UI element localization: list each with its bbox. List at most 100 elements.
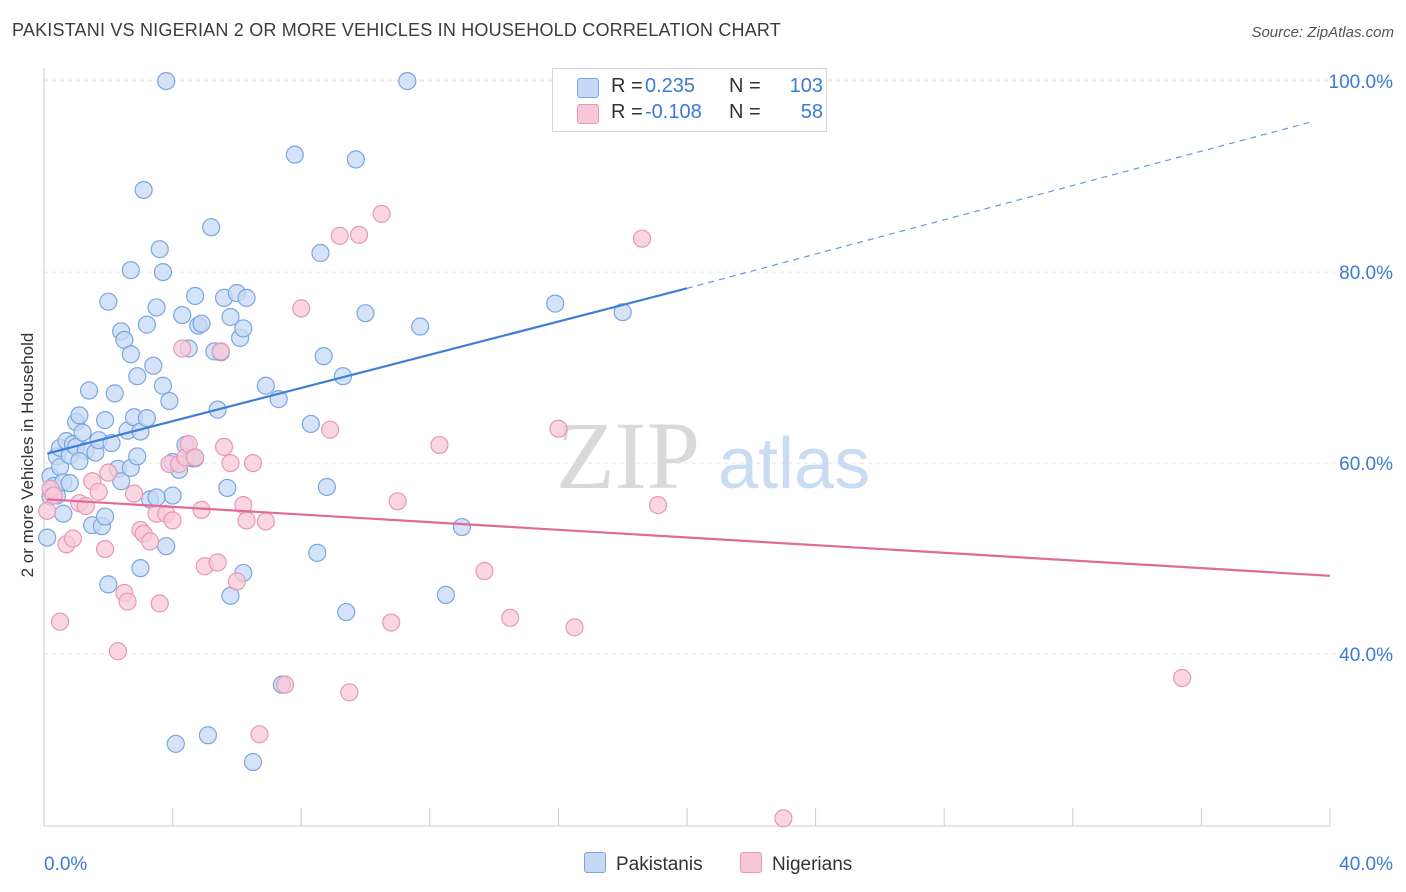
pakistani-point: [346, 150, 365, 169]
nigerian-point: [76, 496, 95, 516]
legend-r-label: R =: [611, 101, 643, 123]
nigerian-swatch: [577, 104, 599, 124]
pakistani-point: [234, 319, 253, 338]
pakistani-point: [95, 411, 115, 430]
nigerian-point: [211, 342, 230, 361]
nigerian-point: [63, 529, 83, 548]
pakistani-point: [411, 317, 430, 336]
pakistani-point: [452, 517, 472, 537]
pakistani-point: [173, 305, 192, 325]
pakistani-swatch: [584, 852, 606, 873]
nigerian-point: [388, 492, 407, 511]
y-tick-label: 100.0%: [1329, 72, 1394, 93]
nigerian-point: [140, 532, 160, 551]
nigerian-point: [340, 683, 359, 702]
nigerian-point: [95, 539, 115, 559]
pakistani-point: [121, 345, 140, 364]
nigerian-point: [163, 511, 182, 530]
nigerian-point: [250, 725, 269, 744]
watermark-atlas: atlas: [718, 424, 870, 504]
pakistani-point: [613, 303, 632, 322]
pakistani-point: [121, 261, 140, 280]
pakistani-point: [79, 381, 99, 400]
pakistani-point: [317, 477, 337, 497]
nigerian-point: [256, 512, 275, 531]
legend-r-label: R =: [611, 75, 643, 97]
pakistani-point: [131, 559, 150, 578]
pakistani-point: [285, 145, 304, 164]
source-label: Source: ZipAtlas.com: [1251, 24, 1394, 41]
nigerian-point: [237, 511, 256, 530]
pakistani-point: [112, 472, 131, 491]
pakistani-point: [221, 307, 240, 327]
pakistani-point: [137, 409, 156, 428]
pakistani-point: [186, 286, 205, 306]
data-points: [38, 71, 1192, 828]
pakistani-point: [237, 288, 256, 307]
pakistani-point: [144, 356, 163, 375]
x-tick-label: 40.0%: [1339, 854, 1393, 875]
pakistani-swatch: [577, 78, 599, 98]
legend-label-pakistanis: Pakistanis: [616, 854, 703, 875]
nigerian-point: [632, 229, 652, 248]
legend-item-pakistanis[interactable]: Pakistanis: [584, 852, 703, 876]
axes: [43, 68, 1331, 827]
pakistani-point: [436, 585, 455, 604]
nigerian-point: [549, 419, 568, 438]
nigerian-point: [50, 612, 70, 631]
pakistani-point: [163, 486, 182, 505]
legend-n-label: N =: [729, 101, 761, 123]
pakistani-point: [202, 218, 221, 237]
pakistani-trend-line: [46, 287, 688, 455]
legend-r-value: -0.108: [645, 101, 702, 123]
trend-lines: [46, 120, 1331, 577]
legend-n-value: 58: [800, 101, 823, 123]
nigerian-point: [173, 339, 192, 358]
pakistani-point: [546, 294, 565, 313]
pakistani-point: [60, 474, 79, 493]
pakistani-point: [192, 314, 211, 333]
nigerian-point: [208, 553, 227, 572]
nigerian-point: [38, 501, 57, 520]
pakistani-point: [153, 263, 173, 282]
pakistani-point: [398, 71, 417, 91]
pakistani-point: [314, 347, 333, 366]
pakistani-point: [134, 180, 153, 200]
pakistani-point: [99, 292, 118, 311]
nigerian-point: [330, 226, 349, 245]
nigerian-point: [44, 486, 63, 505]
pakistani-point: [308, 543, 327, 562]
pakistani-point: [256, 376, 275, 395]
x-tick-label: 0.0%: [44, 854, 87, 875]
pakistani-point: [147, 298, 166, 317]
pakistani-point: [301, 414, 320, 434]
pakistani-point: [128, 447, 147, 466]
pakistani-point: [218, 478, 237, 498]
pakistani-point: [95, 507, 115, 526]
pakistani-point: [243, 752, 263, 772]
pakistani-point: [356, 304, 375, 323]
y-tick-label: 60.0%: [1339, 454, 1393, 475]
nigerian-point: [243, 454, 263, 473]
nigerian-point: [108, 642, 128, 661]
nigerian-point: [214, 437, 234, 456]
nigerian-point: [89, 482, 108, 501]
legend-item-nigerians[interactable]: Nigerians: [740, 852, 852, 876]
pakistani-point: [311, 243, 330, 263]
legend-n-value: 103: [789, 75, 823, 97]
y-tick-label: 40.0%: [1339, 645, 1393, 666]
nigerian-point: [186, 448, 205, 467]
nigerian-point: [99, 463, 118, 482]
pakistani-point: [157, 71, 176, 91]
nigerian-point: [372, 204, 391, 223]
pakistani-point: [70, 406, 89, 425]
nigerian-swatch: [740, 852, 762, 873]
pakistani-point: [147, 488, 166, 507]
pakistani-point: [198, 726, 218, 745]
pakistani-point: [70, 452, 89, 471]
pakistani-point: [150, 240, 169, 259]
pakistani-point: [105, 384, 124, 403]
nigerian-point: [150, 594, 169, 613]
y-axis-label: 2 or more Vehicles in Household: [18, 333, 37, 578]
nigerian-point: [276, 675, 295, 694]
